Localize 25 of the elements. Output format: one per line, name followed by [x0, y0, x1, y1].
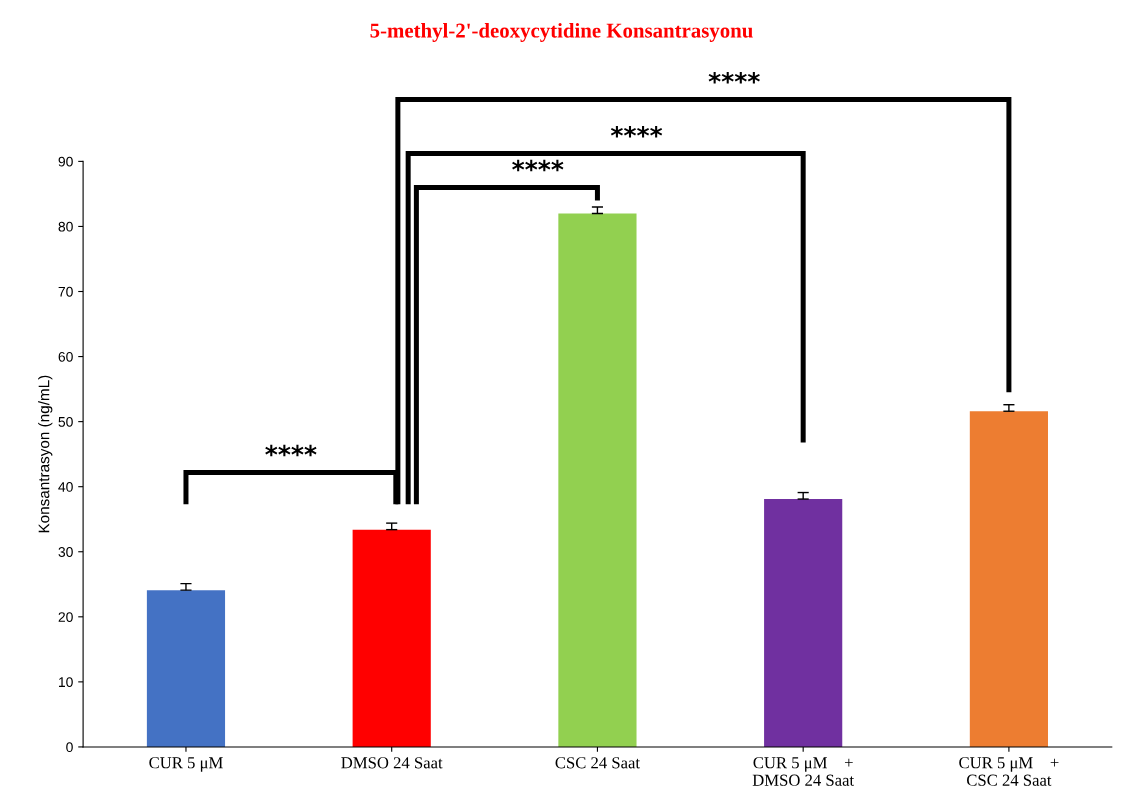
bar [146, 590, 226, 747]
bar [969, 411, 1048, 747]
y-tick-label: 30 [58, 547, 73, 557]
x-tick-label: CUR 5 μM + DMSO 24 Saat [752, 757, 854, 786]
bar [352, 529, 431, 747]
y-tick-label: 60 [58, 351, 73, 362]
x-tick-label: DMSO 24 Saat [341, 757, 443, 769]
text: **** [610, 125, 663, 138]
y-tick-label: 10 [58, 677, 73, 688]
y-tick-label: 0 [66, 742, 73, 753]
y-tick-label: 40 [58, 482, 73, 492]
y-tick-label: 20 [58, 612, 73, 622]
x-tick-label: CUR 5 μM + CSC 24 Saat [959, 757, 1059, 786]
y-tick-label: 50 [58, 416, 73, 427]
y-tick-label: 70 [58, 286, 73, 297]
bar [764, 499, 843, 747]
chart-title: 5-methyl-2'-deoxycytidine Konsantrasyonu [370, 22, 753, 42]
x-tick-label: CUR 5 μM [149, 757, 223, 772]
x-tick-label: CSC 24 Saat [555, 757, 640, 769]
y-tick-label: 90 [58, 156, 73, 167]
annotation: **** [265, 444, 317, 457]
y-tick-label: 80 [58, 221, 73, 232]
y-axis-title: Konsantrasyon (ng/mL) [38, 375, 53, 533]
text: **** [708, 71, 760, 84]
annotation: **** [512, 159, 564, 172]
